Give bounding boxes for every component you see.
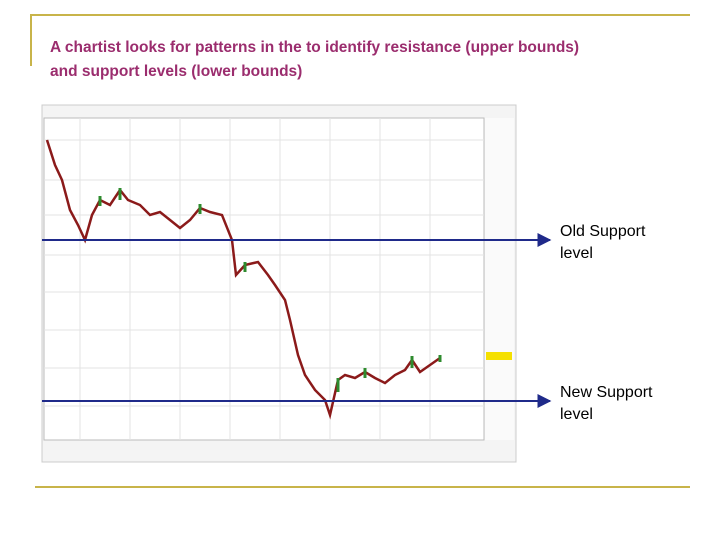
annotation: level [560,245,593,262]
annotation: New Support [560,384,653,401]
chart-image [41,104,517,463]
title-line: A chartist looks for patterns in the to … [50,39,579,56]
annotation: level [560,406,593,423]
annotation: Old Support [560,223,646,240]
title-line: and support levels (lower bounds) [50,63,302,80]
